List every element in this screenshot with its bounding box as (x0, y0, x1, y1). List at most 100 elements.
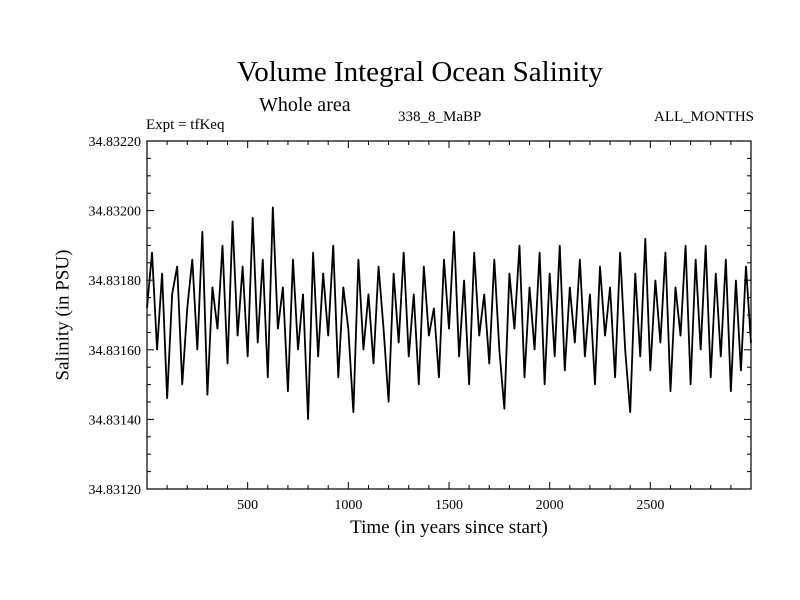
data-point (508, 272, 510, 274)
data-point (528, 286, 531, 288)
data-point (332, 244, 334, 246)
data-point (428, 335, 430, 337)
data-point (629, 411, 631, 414)
data-point (674, 286, 677, 288)
data-point (151, 251, 153, 253)
data-point (226, 363, 229, 365)
data-point (186, 307, 188, 309)
data-point (267, 377, 269, 379)
data-point (438, 377, 440, 379)
y-axis-label: Salinity (in PSU) (52, 249, 74, 381)
data-point (574, 342, 576, 344)
y-tick-label: 34.83200 (89, 205, 142, 220)
data-point (503, 408, 505, 410)
data-point (700, 349, 702, 351)
chart-subtitle: Whole area (259, 94, 351, 116)
data-point (453, 230, 455, 233)
data-point (599, 265, 601, 267)
x-axis-label: Time (in years since start) (350, 517, 548, 538)
data-point (196, 349, 198, 351)
data-point (639, 356, 641, 358)
data-point (720, 356, 722, 358)
data-point (211, 286, 214, 288)
data-point (740, 370, 742, 372)
run-label: 338_8_MaBP (398, 109, 482, 125)
data-point (695, 258, 697, 260)
data-point (458, 356, 460, 358)
data-point (730, 390, 732, 393)
data-point (191, 258, 193, 260)
data-point (554, 356, 556, 358)
data-point (539, 251, 541, 253)
data-point (513, 328, 516, 330)
data-point (342, 286, 344, 288)
data-point (393, 272, 395, 274)
data-point (322, 272, 324, 274)
data-point (609, 286, 611, 288)
data-point (710, 377, 712, 379)
data-point (292, 258, 294, 260)
data-point (388, 401, 390, 403)
data-point (584, 356, 586, 358)
data-point (549, 272, 551, 274)
data-point (483, 293, 485, 295)
data-point (619, 251, 621, 253)
data-point (372, 363, 375, 365)
data-point (156, 349, 158, 351)
data-point (690, 384, 692, 386)
data-point (423, 265, 425, 267)
data-point (544, 384, 546, 386)
data-point (594, 384, 596, 386)
y-tick-label: 34.83140 (89, 413, 142, 428)
data-point (735, 279, 737, 281)
data-point (564, 370, 566, 372)
data-point (644, 237, 646, 240)
chart-title: Volume Integral Ocean Salinity (237, 56, 603, 88)
y-tick-label: 34.83160 (89, 344, 142, 359)
data-point (569, 286, 571, 288)
data-point (327, 335, 329, 337)
data-point (347, 328, 349, 330)
data-point (493, 258, 495, 260)
data-point (337, 377, 339, 379)
data-point (277, 328, 279, 330)
series-group (146, 206, 752, 420)
data-point (478, 335, 480, 337)
data-point (463, 279, 465, 281)
data-point (221, 244, 224, 246)
data-point (216, 328, 219, 330)
experiment-label: Expt = tfKeq (146, 117, 225, 133)
data-point (272, 206, 274, 208)
data-point (262, 258, 264, 260)
data-point (282, 286, 284, 288)
series-line-0 (146, 207, 752, 420)
data-point (533, 349, 536, 351)
data-point (614, 377, 616, 379)
data-point (413, 293, 415, 295)
data-point (302, 293, 304, 295)
data-point (206, 394, 208, 396)
data-point (231, 220, 234, 222)
data-point (750, 342, 752, 344)
data-point (725, 258, 727, 260)
months-label: ALL_MONTHS (654, 109, 754, 125)
data-point (654, 279, 656, 281)
axis-tick-labels: 34.83120 34.83140 34.83160 34.83180 34.83200… (89, 135, 665, 513)
y-tick-label: 34.83120 (89, 483, 142, 498)
data-point (589, 293, 591, 295)
data-point (312, 251, 314, 253)
data-point (705, 244, 707, 246)
data-point (604, 335, 606, 337)
data-point (382, 328, 385, 330)
data-point (317, 356, 319, 358)
data-point (357, 258, 359, 260)
data-point (247, 356, 249, 358)
data-point (237, 335, 239, 337)
data-point (518, 244, 521, 246)
data-point (659, 342, 662, 344)
data-point (649, 370, 651, 372)
data-point (242, 265, 244, 267)
data-point (146, 307, 148, 309)
